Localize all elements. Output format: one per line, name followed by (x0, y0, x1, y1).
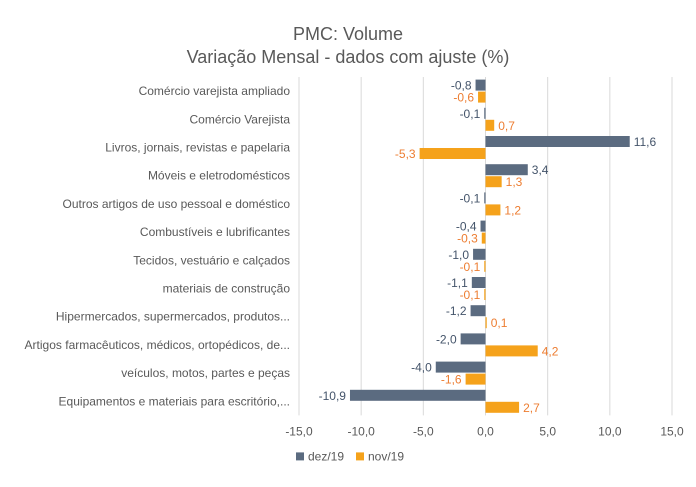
bar-dez19 (480, 220, 486, 232)
data-label: -4,0 (411, 361, 432, 375)
data-label: -0,6 (453, 91, 474, 105)
bar-dez19 (435, 361, 486, 373)
x-tick-label: 10,0 (598, 424, 622, 438)
chart-title: PMC: Volume (293, 24, 403, 44)
data-label: 11,6 (634, 135, 657, 149)
category-label: Comércio varejista ampliado (139, 84, 291, 98)
data-label: -1,1 (447, 276, 468, 290)
x-axis-ticks: -15,0 -10,0 -5,0 0,0 5,0 10,0 15,0 (285, 424, 684, 438)
category-label: Artigos farmacêuticos, médicos, ortopédi… (25, 338, 290, 352)
bar-nov19 (485, 176, 502, 188)
x-tick-label: 5,0 (539, 424, 556, 438)
bar-dez19 (470, 305, 486, 317)
bar-dez19 (485, 164, 528, 176)
bar-dez19 (485, 136, 630, 147)
category-labels: Comércio varejista ampliado Comércio Vare… (25, 84, 291, 408)
data-label: -1,6 (441, 373, 462, 387)
bar-dez19 (484, 107, 486, 119)
bar-nov19 (485, 204, 501, 216)
data-labels: -0,8-0,6 -0,1 0,7 11,6 -5,3 3,4 1,3 -0,1 1,2 -0,4… (319, 79, 657, 415)
bar-nov19 (465, 373, 486, 385)
category-label: Outros artigos de uso pessoal e doméstic… (63, 197, 291, 211)
legend-entry: nov/19 (368, 449, 404, 463)
data-label: -0,8 (451, 79, 472, 93)
data-label: 1,2 (504, 203, 521, 217)
x-tick-label: 15,0 (660, 424, 684, 438)
x-tick-label: 0,0 (477, 424, 494, 438)
bar-nov19 (419, 148, 486, 159)
bar-dez19 (349, 389, 486, 401)
category-label: Combustíveis e lubrificantes (140, 225, 290, 239)
data-label: -0,1 (460, 107, 481, 121)
category-label: Comércio Varejista (190, 112, 291, 126)
data-label: 3,4 (532, 163, 549, 177)
data-label: -10,9 (319, 389, 347, 403)
data-label: -1,2 (446, 304, 467, 318)
x-tick-label: -5,0 (413, 424, 434, 438)
bars (349, 79, 630, 413)
bar-dez19 (460, 333, 486, 345)
legend-swatch (356, 452, 364, 461)
data-label: 2,7 (523, 401, 540, 415)
category-label: Livros, jornais, revistas e papelaria (105, 141, 290, 155)
data-label: -0,4 (456, 220, 477, 234)
x-tick-label: -10,0 (347, 424, 375, 438)
category-label: materiais de construção (163, 282, 291, 296)
data-label: 0,1 (491, 316, 508, 330)
data-label: -0,1 (460, 288, 481, 302)
bar-nov19 (485, 317, 487, 329)
data-label: -2,0 (436, 332, 457, 346)
data-label: -0,1 (460, 260, 481, 274)
bar-nov19 (478, 91, 486, 103)
grid (298, 77, 673, 416)
data-label: -1,0 (448, 248, 469, 262)
legend-entry: dez/19 (308, 449, 344, 463)
bar-nov19 (484, 260, 486, 272)
bar-nov19 (485, 401, 520, 413)
category-label: Tecidos, vestuário e calçados (133, 253, 290, 267)
x-tick-label: -15,0 (285, 424, 313, 438)
bar-dez19 (471, 277, 486, 288)
bar-nov19 (481, 232, 486, 244)
legend: dez/19 nov/19 (296, 449, 404, 463)
bar-dez19 (475, 79, 486, 91)
category-label: Móveis e eletrodomésticos (148, 169, 290, 183)
bar-dez19 (473, 248, 486, 260)
bar-nov19 (485, 345, 538, 357)
data-label: -5,3 (395, 147, 416, 161)
category-label: veículos, motos, partes e peças (121, 366, 290, 380)
category-label: Equipamentos e materiais para escritório… (59, 394, 290, 408)
bar-dez19 (484, 192, 486, 204)
data-label: 1,3 (506, 175, 523, 189)
data-label: 4,2 (542, 344, 559, 358)
legend-swatch (296, 452, 304, 461)
data-label: -0,3 (457, 232, 478, 246)
chart-subtitle: Variação Mensal - dados com ajuste (%) (187, 47, 510, 67)
bar-nov19 (485, 119, 495, 131)
bar-nov19 (484, 289, 486, 300)
category-label: Hipermercados, supermercados, produtos..… (56, 310, 290, 324)
data-label: -0,1 (460, 191, 481, 205)
data-label: 0,7 (498, 119, 515, 133)
